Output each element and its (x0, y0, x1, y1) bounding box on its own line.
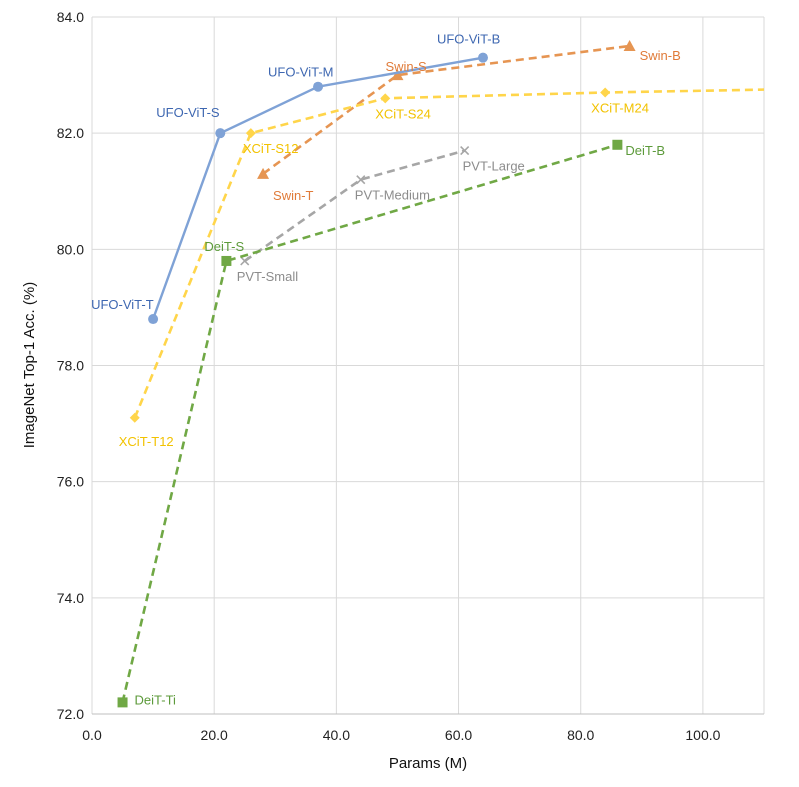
data-point (380, 93, 391, 104)
data-point (148, 314, 159, 325)
data-point (240, 256, 250, 266)
y-tick-label: 78.0 (57, 358, 84, 374)
point-label: Swin-S (385, 59, 427, 74)
grid-lines (91, 16, 765, 715)
x-tick-label: 60.0 (445, 727, 472, 743)
x-tick-label: 20.0 (201, 727, 228, 743)
x-axis-ticks: 0.0 20.0 40.0 60.0 80.0 100.0 (82, 727, 720, 743)
point-label: XCiT-T12 (119, 434, 174, 449)
data-point (245, 128, 256, 139)
series-line (151, 56, 484, 320)
series-group (117, 40, 765, 708)
y-axis-title: ImageNet Top-1 Acc. (%) (21, 282, 38, 448)
series-line (243, 149, 466, 263)
data-point (612, 139, 623, 150)
data-point (391, 69, 404, 81)
point-label: DeiT-Ti (135, 692, 177, 707)
point-label: DeiT-B (625, 143, 665, 158)
point-label: DeiT-S (204, 239, 244, 254)
y-axis-ticks: 72.0 74.0 76.0 78.0 80.0 82.0 84.0 (57, 9, 84, 722)
point-label: UFO-ViT-S (156, 105, 220, 120)
data-point (215, 128, 226, 139)
x-tick-label: 40.0 (323, 727, 350, 743)
series-line (262, 44, 630, 175)
point-label: UFO-ViT-T (91, 297, 154, 312)
x-tick-label: 0.0 (82, 727, 102, 743)
data-point (313, 81, 324, 92)
data-point (477, 52, 488, 63)
point-label: Swin-T (273, 188, 314, 203)
data-point (117, 697, 128, 708)
y-tick-label: 80.0 (57, 241, 84, 257)
y-tick-label: 74.0 (57, 590, 84, 606)
point-label: PVT-Medium (355, 188, 430, 203)
point-label: XCiT-S24 (375, 106, 431, 121)
point-label: UFO-ViT-B (437, 32, 500, 47)
series-line (121, 143, 618, 703)
data-point (129, 412, 140, 423)
point-labels: Swin-T Swin-S Swin-B XCiT-T12 XCiT-S12 XCiT-S… (91, 32, 681, 708)
x-axis-title: Params (M) (389, 755, 467, 772)
x-tick-label: 80.0 (567, 727, 594, 743)
point-label: XCiT-M24 (591, 101, 649, 116)
point-label: XCiT-S12 (243, 141, 299, 156)
point-label: PVT-Small (237, 269, 299, 284)
data-point (623, 40, 636, 52)
y-tick-label: 82.0 (57, 125, 84, 141)
point-label: UFO-ViT-M (268, 65, 333, 80)
data-point (356, 175, 366, 185)
point-label: Swin-B (640, 48, 681, 63)
point-label: PVT-Large (463, 159, 525, 174)
data-point (221, 255, 232, 266)
x-tick-label: 100.0 (685, 727, 720, 743)
y-tick-label: 84.0 (57, 9, 84, 25)
y-tick-label: 76.0 (57, 474, 84, 490)
data-point (460, 146, 470, 156)
data-point (600, 87, 611, 98)
y-tick-label: 72.0 (57, 706, 84, 722)
data-point (257, 167, 270, 179)
